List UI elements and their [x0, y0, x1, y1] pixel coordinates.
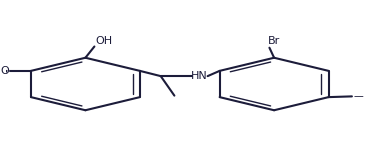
Text: O: O [1, 66, 10, 76]
Text: Br: Br [268, 36, 281, 46]
Text: —: — [354, 91, 363, 101]
Text: HN: HN [191, 71, 208, 81]
Text: OH: OH [96, 36, 113, 46]
